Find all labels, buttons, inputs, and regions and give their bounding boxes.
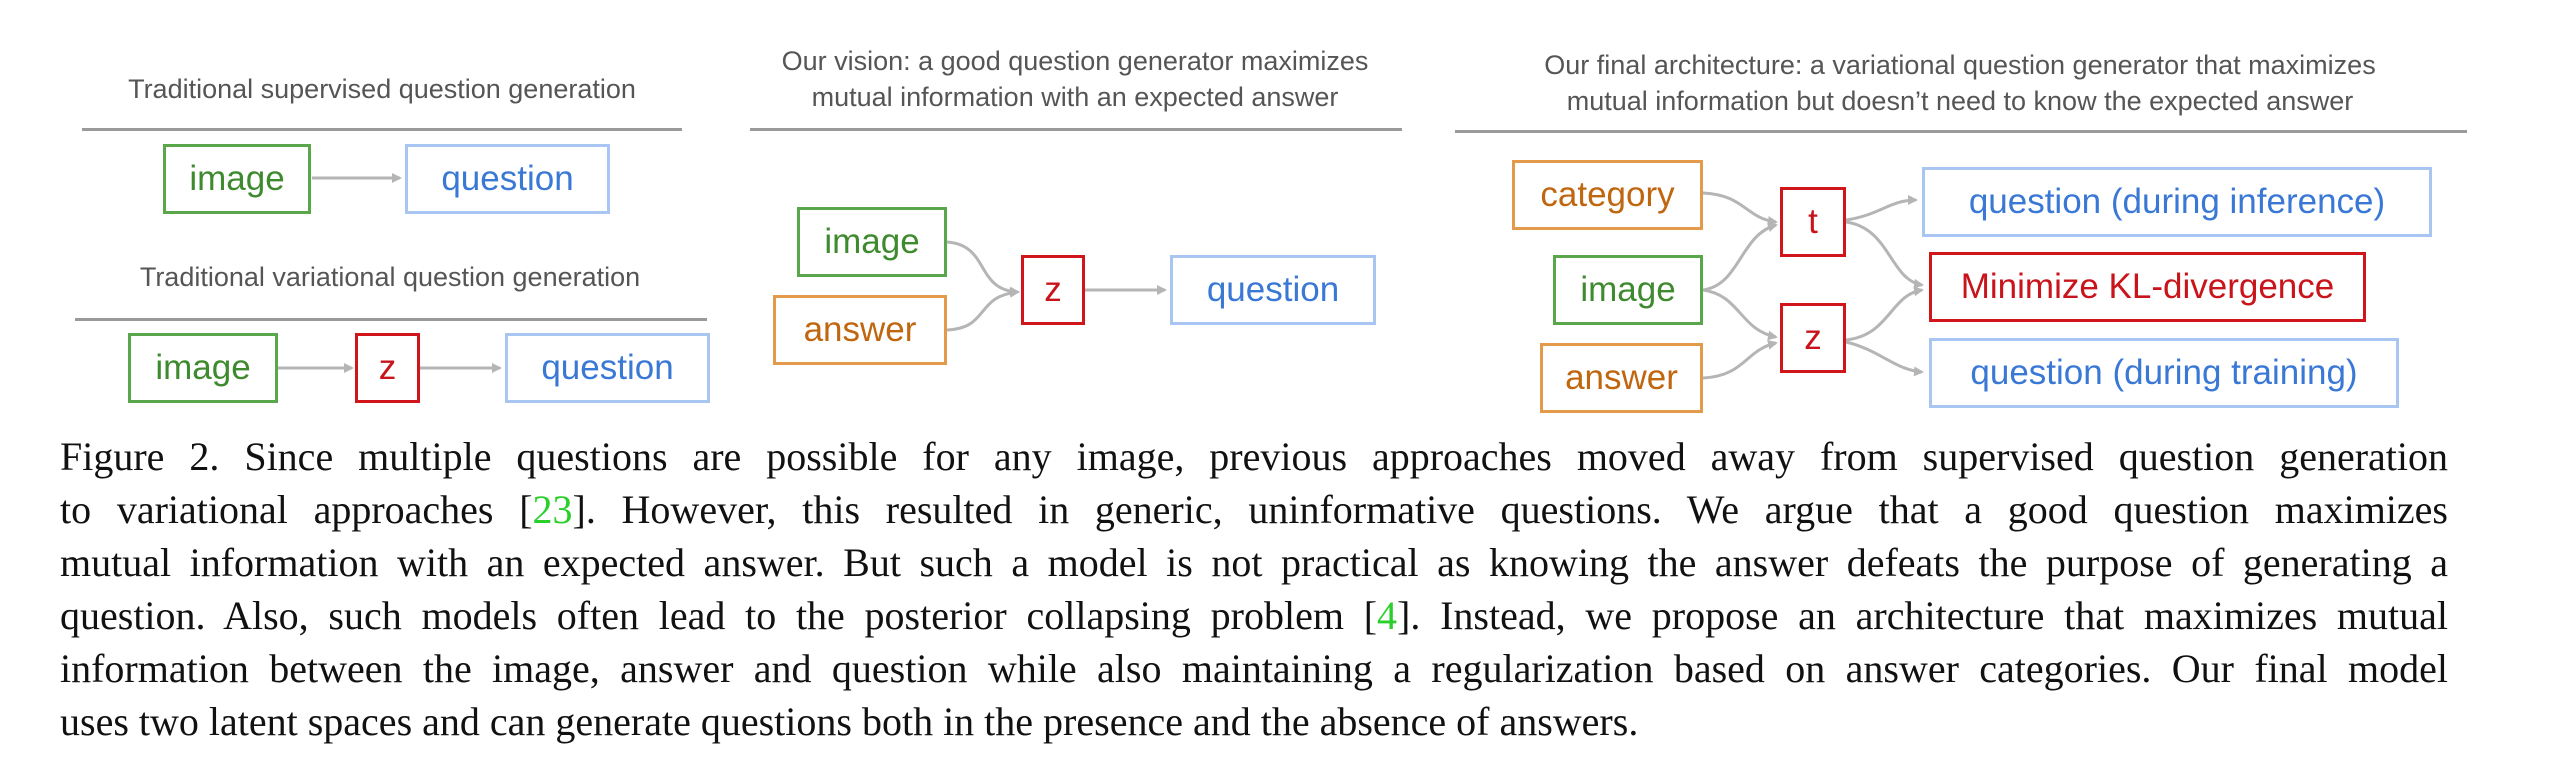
arrow-answer-to-z-vision <box>946 287 1020 332</box>
arrows-layer <box>278 173 1924 380</box>
panel-title-traditional-supervised: Traditional supervised question generati… <box>128 74 636 104</box>
answer-node: answer <box>773 295 947 365</box>
panel-rule <box>82 128 682 131</box>
panel-title-traditional-variational: Traditional variational question generat… <box>139 262 641 292</box>
question-during-training-node: question (during training) <box>1929 338 2399 408</box>
question-during-inference-node: question (during inference) <box>1922 167 2432 237</box>
category-node: category <box>1512 160 1703 230</box>
caption-line-6: uses two latent spaces and can generate … <box>60 699 1639 744</box>
caption-line-5: information between the image, answer an… <box>60 646 2448 691</box>
caption-text: question. Also, such models often lead t… <box>60 593 1378 638</box>
panel-rule <box>1455 130 2467 133</box>
caption-text: ]. However, this resulted in generic, un… <box>572 487 2448 532</box>
figure-2-diagram: Traditional supervised question generati… <box>75 46 2467 413</box>
image-node: image <box>128 333 278 403</box>
citation-link[interactable]: 23 <box>532 487 573 532</box>
question-node: question <box>505 333 710 403</box>
panel-title-final-line1: Our final architecture: a variational qu… <box>1544 50 2376 80</box>
z-node: z <box>1780 303 1846 373</box>
answer-node: answer <box>1540 343 1703 413</box>
caption-line-1: Figure 2. Since multiple questions are p… <box>60 434 2448 479</box>
caption-line-3: mutual information with an expected answ… <box>60 540 2448 585</box>
figure-caption: Figure 2. Since multiple questions are p… <box>60 430 2448 748</box>
image-node: image <box>797 207 947 277</box>
panel-rule <box>750 128 1402 131</box>
arrow-category-to-t <box>1702 191 1778 226</box>
arrow-image-to-z-final <box>1702 288 1778 341</box>
caption-line-2: to variational approaches [23]. However,… <box>60 483 2448 536</box>
arrow-answer-to-z-final <box>1702 339 1778 380</box>
arrow-z-to-question-training <box>1845 340 1924 377</box>
t-node: t <box>1780 187 1846 257</box>
kl-divergence-node: Minimize KL-divergence <box>1929 252 2366 322</box>
citation-link[interactable]: 4 <box>1377 593 1398 638</box>
panel-title-vision-line2: mutual information with an expected answ… <box>811 82 1339 112</box>
arrow-image-to-t <box>1702 222 1778 292</box>
question-node: question <box>405 144 610 214</box>
caption-line-4: question. Also, such models often lead t… <box>60 589 2448 642</box>
panel-title-vision-line1: Our vision: a good question generator ma… <box>781 46 1369 76</box>
arrow-image-to-z-vision <box>946 240 1020 297</box>
question-node: question <box>1170 255 1376 325</box>
caption-text: ]. Instead, we propose an architecture t… <box>1397 593 2448 638</box>
z-node: z <box>1021 255 1085 325</box>
z-node: z <box>355 333 420 403</box>
image-node: image <box>163 144 311 214</box>
image-node: image <box>1553 255 1703 325</box>
arrow-z-to-kl <box>1845 286 1924 342</box>
panel-rule <box>75 318 707 321</box>
arrow-t-to-kl <box>1845 220 1924 289</box>
arrow-t-to-question-inference <box>1845 195 1918 222</box>
caption-text: to variational approaches [ <box>60 487 533 532</box>
panel-title-final-line2: mutual information but doesn’t need to k… <box>1566 86 2354 116</box>
